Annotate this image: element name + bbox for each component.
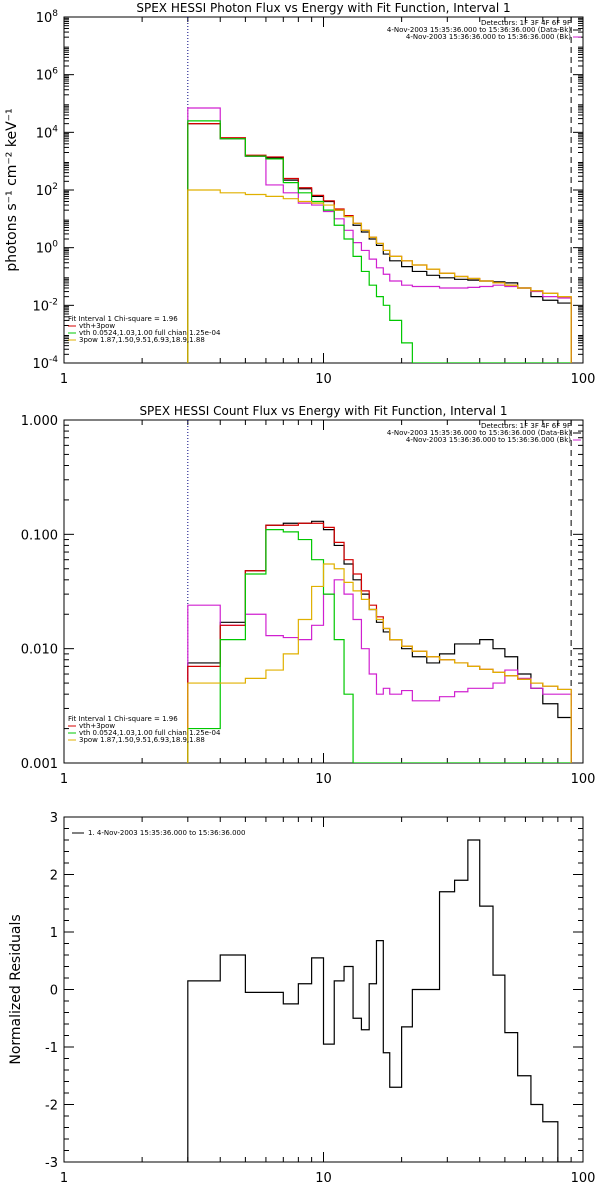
- y-tick-label: 0.100: [21, 528, 58, 543]
- y-tick-label: -3: [45, 1156, 58, 1171]
- series-group: [187, 107, 572, 363]
- series-line-vth: [187, 529, 572, 763]
- y-tick-label: 3: [50, 811, 58, 826]
- legend-top-right-line: Detectors: 1F 3F 4F 6F 9F: [481, 19, 571, 27]
- y-tick-label: 10-2: [32, 297, 58, 314]
- chart-title: SPEX HESSI Photon Flux vs Energy with Fi…: [136, 1, 510, 15]
- series-line-0: [187, 839, 572, 1162]
- legend-entry: vth+3pow: [79, 722, 115, 730]
- x-tick-label: 1: [60, 372, 68, 387]
- x-tick-label: 100: [571, 372, 596, 387]
- legend-entry: 1. 4-Nov-2003 15:35:36.000 to 15:36:36.0…: [88, 829, 245, 837]
- y-tick-label: 10-4: [32, 355, 58, 372]
- series-group: [187, 520, 572, 763]
- series-line-vth: [187, 120, 572, 363]
- y-tick-label: -2: [45, 1099, 58, 1114]
- x-tick-label: 10: [315, 1171, 332, 1186]
- legend-entry: 3pow 1.87,1.50,9.51,6.93,18.9,1.88: [79, 736, 205, 744]
- y-tick-label: 104: [36, 124, 59, 141]
- legend-top-right-line: 4-Nov-2003 15:36:36.000 to 15:36:36.000 …: [406, 33, 571, 41]
- series-line-bk: [187, 107, 572, 363]
- legend-entry: 3pow 1.87,1.50,9.51,6.93,18.9,1.88: [79, 336, 205, 344]
- y-axis-label: Normalized Residuals: [8, 914, 24, 1064]
- series-line-data-bk: [187, 520, 572, 763]
- chart-title: SPEX HESSI Count Flux vs Energy with Fit…: [139, 404, 507, 418]
- legend-top-right-line: 4-Nov-2003 15:36:36.000 to 15:36:36.000 …: [406, 436, 571, 444]
- chart-panel-1: SPEX HESSI Photon Flux vs Energy with Fi…: [4, 1, 595, 387]
- y-tick-label: 100: [36, 240, 59, 257]
- legend-top-right-line: Detectors: 1F 3F 4F 6F 9F: [481, 422, 571, 430]
- y-axis-label: photons s⁻¹ cm⁻² keV⁻¹: [4, 108, 20, 271]
- chart-panel-3: Normalized Residuals 1 10 100 -3 -2 -1 0 1 2 3 1. 4…: [8, 811, 595, 1186]
- x-tick-label: 10: [315, 772, 332, 787]
- plot-frame: [63, 16, 584, 364]
- y-tick-label: 106: [36, 67, 59, 84]
- y-tick-label: 1: [50, 926, 58, 941]
- series-line-vth-3pow: [187, 522, 572, 763]
- x-tick-label: 10: [315, 372, 332, 387]
- legend-entry: vth+3pow: [79, 322, 115, 330]
- x-tick-label: 1: [60, 1171, 68, 1186]
- legend-entry: vth 0.0524,1.03,1.00 full chian 1.25e-04: [79, 329, 221, 337]
- chart-panel-2: SPEX HESSI Count Flux vs Energy with Fit…: [21, 404, 596, 787]
- x-tick-label: 1: [60, 772, 68, 787]
- legend-top-right-line: 4-Nov-2003 15:35:36.000 to 15:36:36.000 …: [387, 26, 571, 34]
- x-tick-label: 100: [571, 772, 596, 787]
- y-tick-label: 0.010: [21, 643, 58, 658]
- legend-entry: Fit Interval 1 Chi-square = 1.96: [68, 315, 178, 323]
- y-tick-label: 1.000: [21, 414, 58, 429]
- y-tick-label: 2: [50, 869, 58, 884]
- y-tick-label: 102: [36, 182, 58, 199]
- series-line-3pow: [187, 189, 572, 363]
- series-line-data-bk: [187, 123, 572, 363]
- legend-entry: Fit Interval 1 Chi-square = 1.96: [68, 715, 178, 723]
- x-tick-label: 100: [571, 1171, 596, 1186]
- legend-entry: vth 0.0524,1.03,1.00 full chian 1.25e-04: [79, 729, 221, 737]
- y-tick-label: 0.001: [21, 757, 58, 772]
- legend-top-right-line: 4-Nov-2003 15:35:36.000 to 15:36:36.000 …: [387, 429, 571, 437]
- series-line-3pow: [187, 563, 572, 763]
- series-group: [187, 839, 572, 1162]
- y-tick-label: -1: [45, 1041, 58, 1056]
- y-tick-label: 0: [50, 984, 58, 999]
- y-tick-label: 108: [36, 9, 59, 26]
